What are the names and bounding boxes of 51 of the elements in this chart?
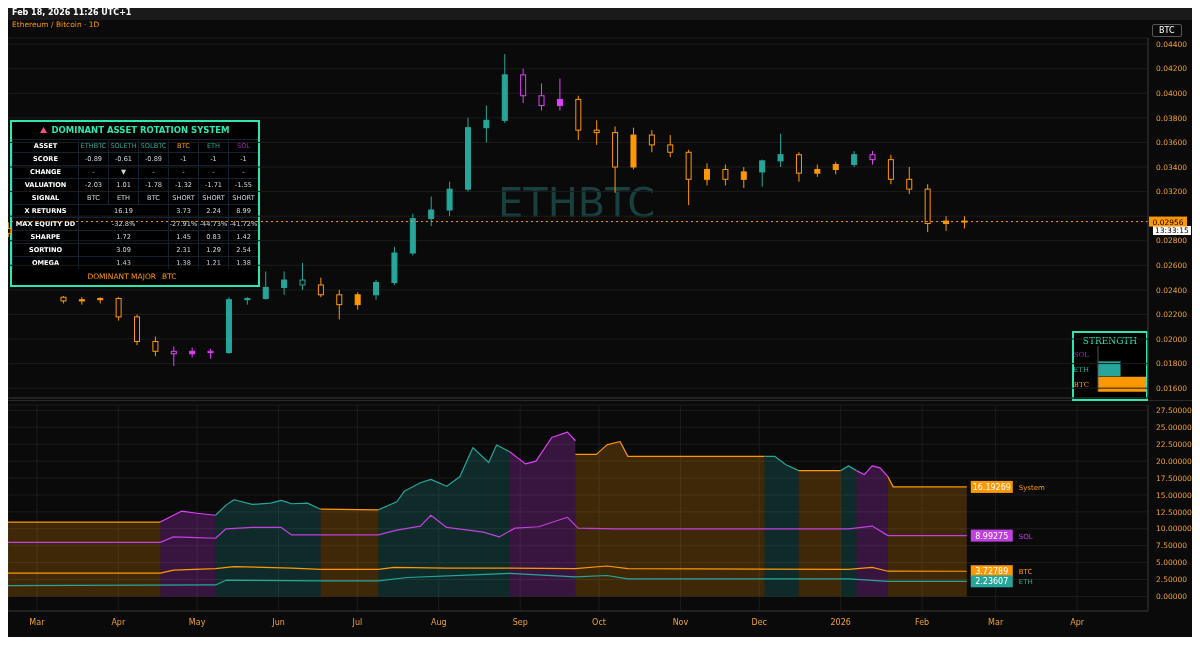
candlestick [428,196,435,227]
candlestick [170,345,177,367]
x-tick-label: Apr [1070,617,1085,627]
candlestick [704,162,711,186]
candlestick [556,78,563,111]
x-tick-label: Jun [271,617,285,627]
line-series [8,514,968,543]
x-tick-label: May [188,617,206,627]
x-tick-label: Feb [915,617,930,627]
data-label: 8.99275 [975,531,1009,541]
x-tick-label: Mar [29,617,46,627]
x-tick-label: Sep [512,617,528,627]
candlestick [281,270,288,296]
candlestick [740,166,747,189]
chart-title: STRENGTH [1081,335,1139,346]
candlestick [887,154,894,185]
candlestick [262,270,269,301]
line-series [8,565,968,574]
text: Feb 18, 2026 11:26 UTC+1 [12,8,132,17]
x-tick-label: 2026 [830,617,851,627]
x-tick-label: Apr [111,617,126,627]
candlestick [446,181,453,217]
candlestick [593,119,600,146]
x-tick-label: Aug [430,617,447,627]
candlestick [648,129,655,153]
candlestick [336,289,343,320]
candlestick [299,262,306,291]
candlestick [795,151,802,183]
candlestick [906,166,913,195]
candlestick [777,133,784,168]
candlestick [152,336,159,357]
candlestick [483,105,490,143]
line-series [8,572,968,587]
candlestick [722,164,729,186]
data-label: 3.72789 [975,567,1009,577]
x-tick-label: Mar [988,617,1004,627]
candlestick [759,159,766,188]
text: DOMINANT ASSET ROTATION SYSTEM [50,124,231,137]
x-tick-label: Jul [351,617,363,627]
candlestick [538,82,545,111]
x-tick-label: Nov [672,617,689,627]
x-tick-label: Oct [592,617,606,627]
candlestick [667,134,674,158]
candlestick [317,277,324,298]
candlestick [115,296,122,322]
data-label: 16.19269 [972,482,1011,492]
x-tick-label: Dec [751,617,767,627]
candlestick [520,68,527,104]
candlestick [373,279,380,301]
candlestick [78,296,85,306]
data-label: 2.23607 [975,577,1009,587]
